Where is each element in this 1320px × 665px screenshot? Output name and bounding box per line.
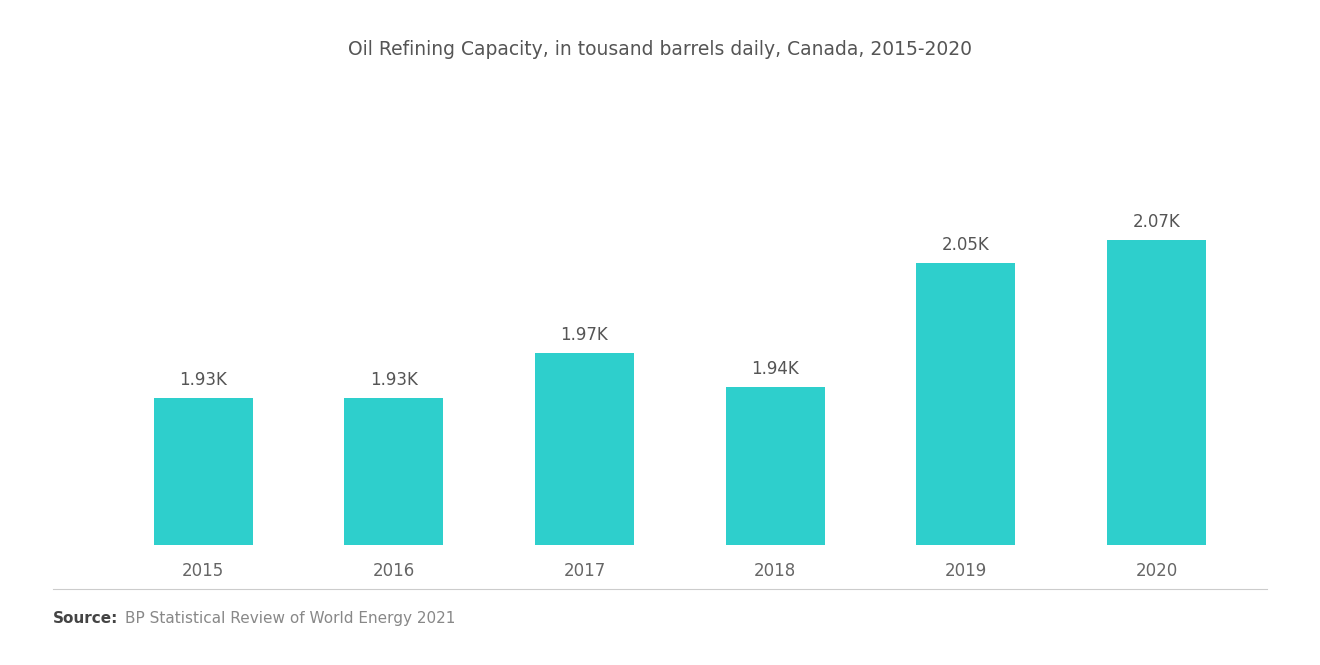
- Text: 1.94K: 1.94K: [751, 360, 799, 378]
- Text: BP Statistical Review of World Energy 2021: BP Statistical Review of World Energy 20…: [125, 611, 455, 626]
- Text: 1.93K: 1.93K: [370, 371, 417, 389]
- Bar: [535, 353, 634, 545]
- Bar: [153, 398, 252, 545]
- Text: 1.93K: 1.93K: [180, 371, 227, 389]
- Bar: [345, 398, 444, 545]
- Text: Source:: Source:: [53, 611, 119, 626]
- Text: 2.05K: 2.05K: [942, 235, 990, 253]
- Bar: [726, 387, 825, 545]
- Text: 1.97K: 1.97K: [561, 326, 609, 344]
- Bar: [1107, 240, 1206, 545]
- Bar: [916, 263, 1015, 545]
- Text: Oil Refining Capacity, in tousand barrels daily, Canada, 2015-2020: Oil Refining Capacity, in tousand barrel…: [348, 40, 972, 59]
- Text: 2.07K: 2.07K: [1133, 213, 1180, 231]
